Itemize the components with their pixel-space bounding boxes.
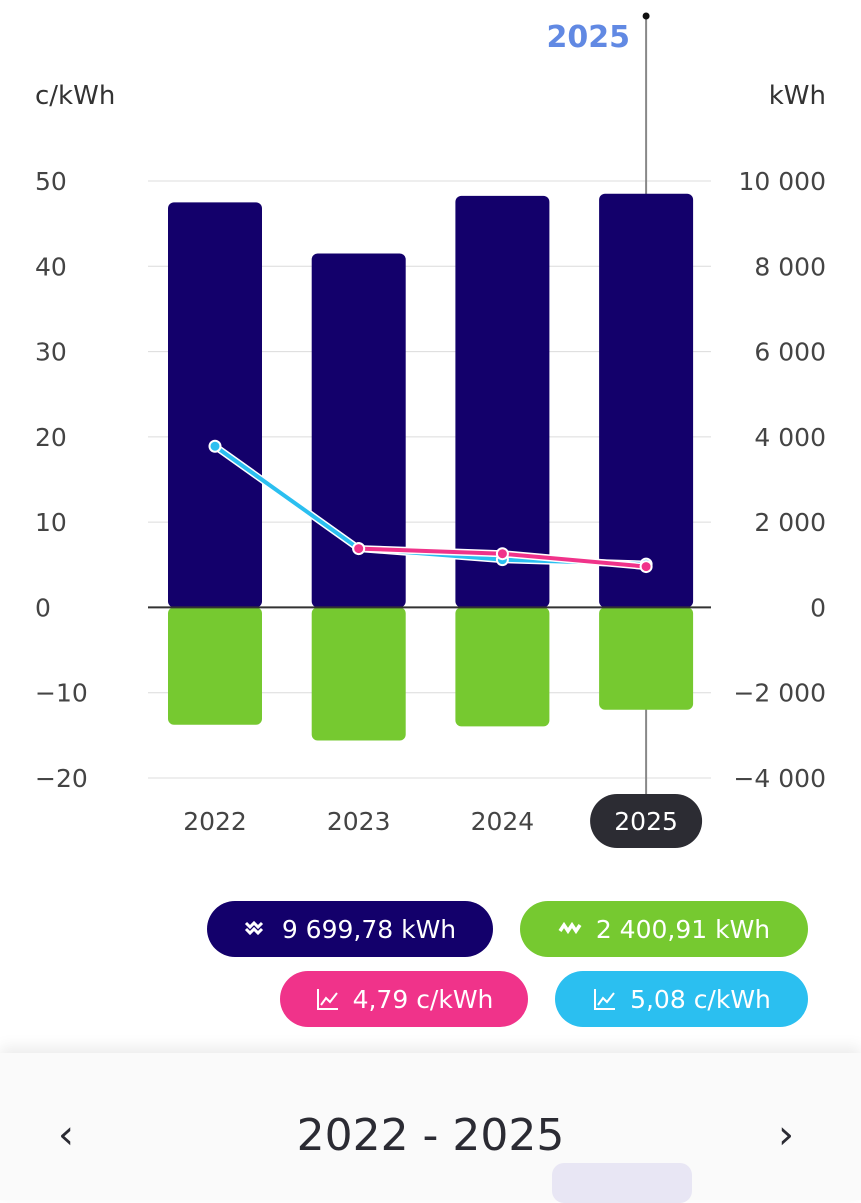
- production-bar[interactable]: [455, 607, 550, 727]
- right-tick-label: 8 000: [754, 252, 826, 281]
- x-tick-label[interactable]: 2023: [327, 807, 391, 836]
- left-tick-label: −20: [35, 764, 88, 793]
- x-tick-label[interactable]: 2024: [471, 807, 535, 836]
- legend-value: 5,08 c/kWh: [630, 984, 771, 1014]
- left-tick-label: −10: [35, 679, 88, 708]
- tooltip-year: 2025: [547, 20, 631, 55]
- left-tick-label: 0: [35, 593, 51, 622]
- x-tick-label[interactable]: 2025: [614, 807, 678, 836]
- energy-chart: c/kWh kWh 50 10 000 40 8 000 30 6 000 20 4 000 1…: [35, 12, 826, 848]
- period-label: 2022 - 2025: [296, 1110, 565, 1161]
- price-point[interactable]: [208, 439, 222, 453]
- line-chart-icon: [316, 989, 338, 1010]
- right-axis-label: kWh: [769, 81, 826, 111]
- legend-value: 9 699,78 kWh: [281, 914, 457, 944]
- left-tick-label: 40: [35, 252, 67, 281]
- blurred-button: [552, 1163, 692, 1203]
- production-bar[interactable]: [599, 607, 694, 710]
- legend-item[interactable]: 4,79 c/kWh: [280, 971, 528, 1027]
- left-tick-label: 20: [35, 423, 67, 452]
- bottom-panel: [0, 1053, 861, 1200]
- legend-value: 2 400,91 kWh: [595, 914, 771, 944]
- next-period-button[interactable]: ›: [778, 1112, 794, 1158]
- left-tick-label: 30: [35, 338, 67, 367]
- production-icon: [558, 921, 582, 935]
- right-tick-label: −2 000: [733, 679, 826, 708]
- left-axis-label: c/kWh: [35, 81, 115, 111]
- legend-item[interactable]: 5,08 c/kWh: [555, 971, 808, 1027]
- consumption-bar[interactable]: [455, 195, 550, 608]
- right-tick-label: 6 000: [754, 338, 826, 367]
- line-outline: [212, 443, 647, 568]
- right-tick-label: 10 000: [739, 167, 826, 196]
- right-tick-label: 0: [810, 593, 826, 622]
- legend-item[interactable]: 9 699,78 kWh: [207, 901, 493, 957]
- x-tick-label[interactable]: 2022: [183, 807, 247, 836]
- consumption-bar[interactable]: [599, 193, 694, 608]
- price-point[interactable]: [352, 542, 366, 556]
- left-tick-label: 10: [35, 508, 67, 537]
- left-tick-label: 50: [35, 167, 67, 196]
- right-tick-label: −4 000: [733, 764, 826, 793]
- consumption-bar[interactable]: [311, 253, 406, 608]
- legend-value: 4,79 c/kWh: [352, 984, 494, 1014]
- consumption-bar[interactable]: [168, 202, 262, 608]
- right-tick-label: 4 000: [754, 423, 826, 452]
- production-bar[interactable]: [311, 607, 406, 741]
- selected-category-pill[interactable]: [590, 794, 703, 848]
- price-point[interactable]: [495, 547, 509, 561]
- line-chart-icon: [594, 989, 616, 1010]
- legend-item[interactable]: 2 400,91 kWh: [520, 901, 808, 957]
- consumption-icon: [244, 920, 263, 936]
- price-point[interactable]: [639, 560, 653, 574]
- right-tick-label: 2 000: [754, 508, 826, 537]
- production-bar[interactable]: [168, 607, 262, 725]
- selection-dot: [642, 12, 650, 20]
- previous-period-button[interactable]: ‹: [58, 1112, 74, 1158]
- price-line: [213, 444, 647, 567]
